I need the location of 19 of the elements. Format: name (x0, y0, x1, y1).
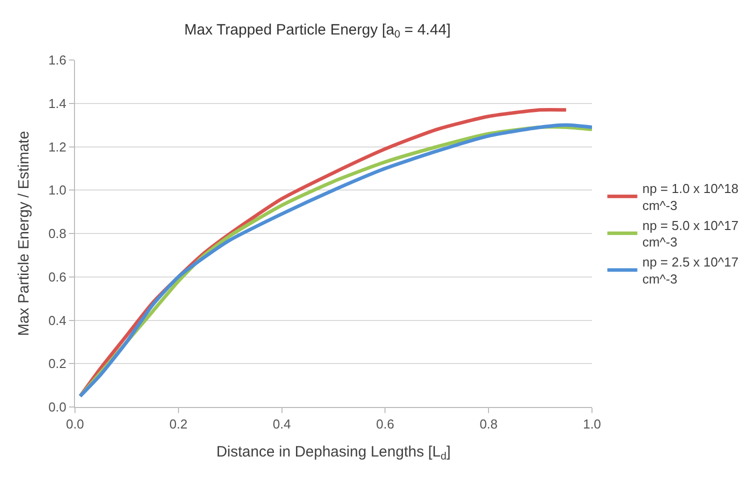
y-tick-label: 1.2 (48, 139, 66, 154)
y-tick-label: 0.0 (48, 400, 66, 415)
x-tick-label: 1.0 (582, 416, 602, 432)
x-tick-label: 0.2 (169, 416, 188, 432)
x-tick-label: 0.4 (272, 416, 291, 432)
y-tick-label: 0.4 (48, 312, 66, 328)
legend-label: np = 2.5 x 10^17 cm^-3 (642, 254, 738, 287)
y-tick-label: 1.6 (48, 52, 66, 68)
x-tick-label: 0.6 (376, 416, 394, 432)
x-tick-label: 0.0 (66, 416, 84, 432)
x-tick-label: 0.8 (480, 416, 498, 432)
y-tick-label: 1.4 (48, 96, 66, 111)
y-tick-label: 0.8 (48, 226, 66, 242)
chart-title: Max Trapped Particle Energy [a$_{0}$ = 4.44] (184, 21, 451, 40)
y-tick-label: 0.2 (48, 356, 66, 372)
x-axis-title: Distance in Dephasing Lengths [L$_{d}$] (216, 444, 451, 463)
y-tick-label: 1.0 (48, 182, 66, 198)
y-tick-label: 0.6 (48, 269, 66, 284)
y-axis-title: Max Particle Energy / Estimate (16, 130, 33, 336)
